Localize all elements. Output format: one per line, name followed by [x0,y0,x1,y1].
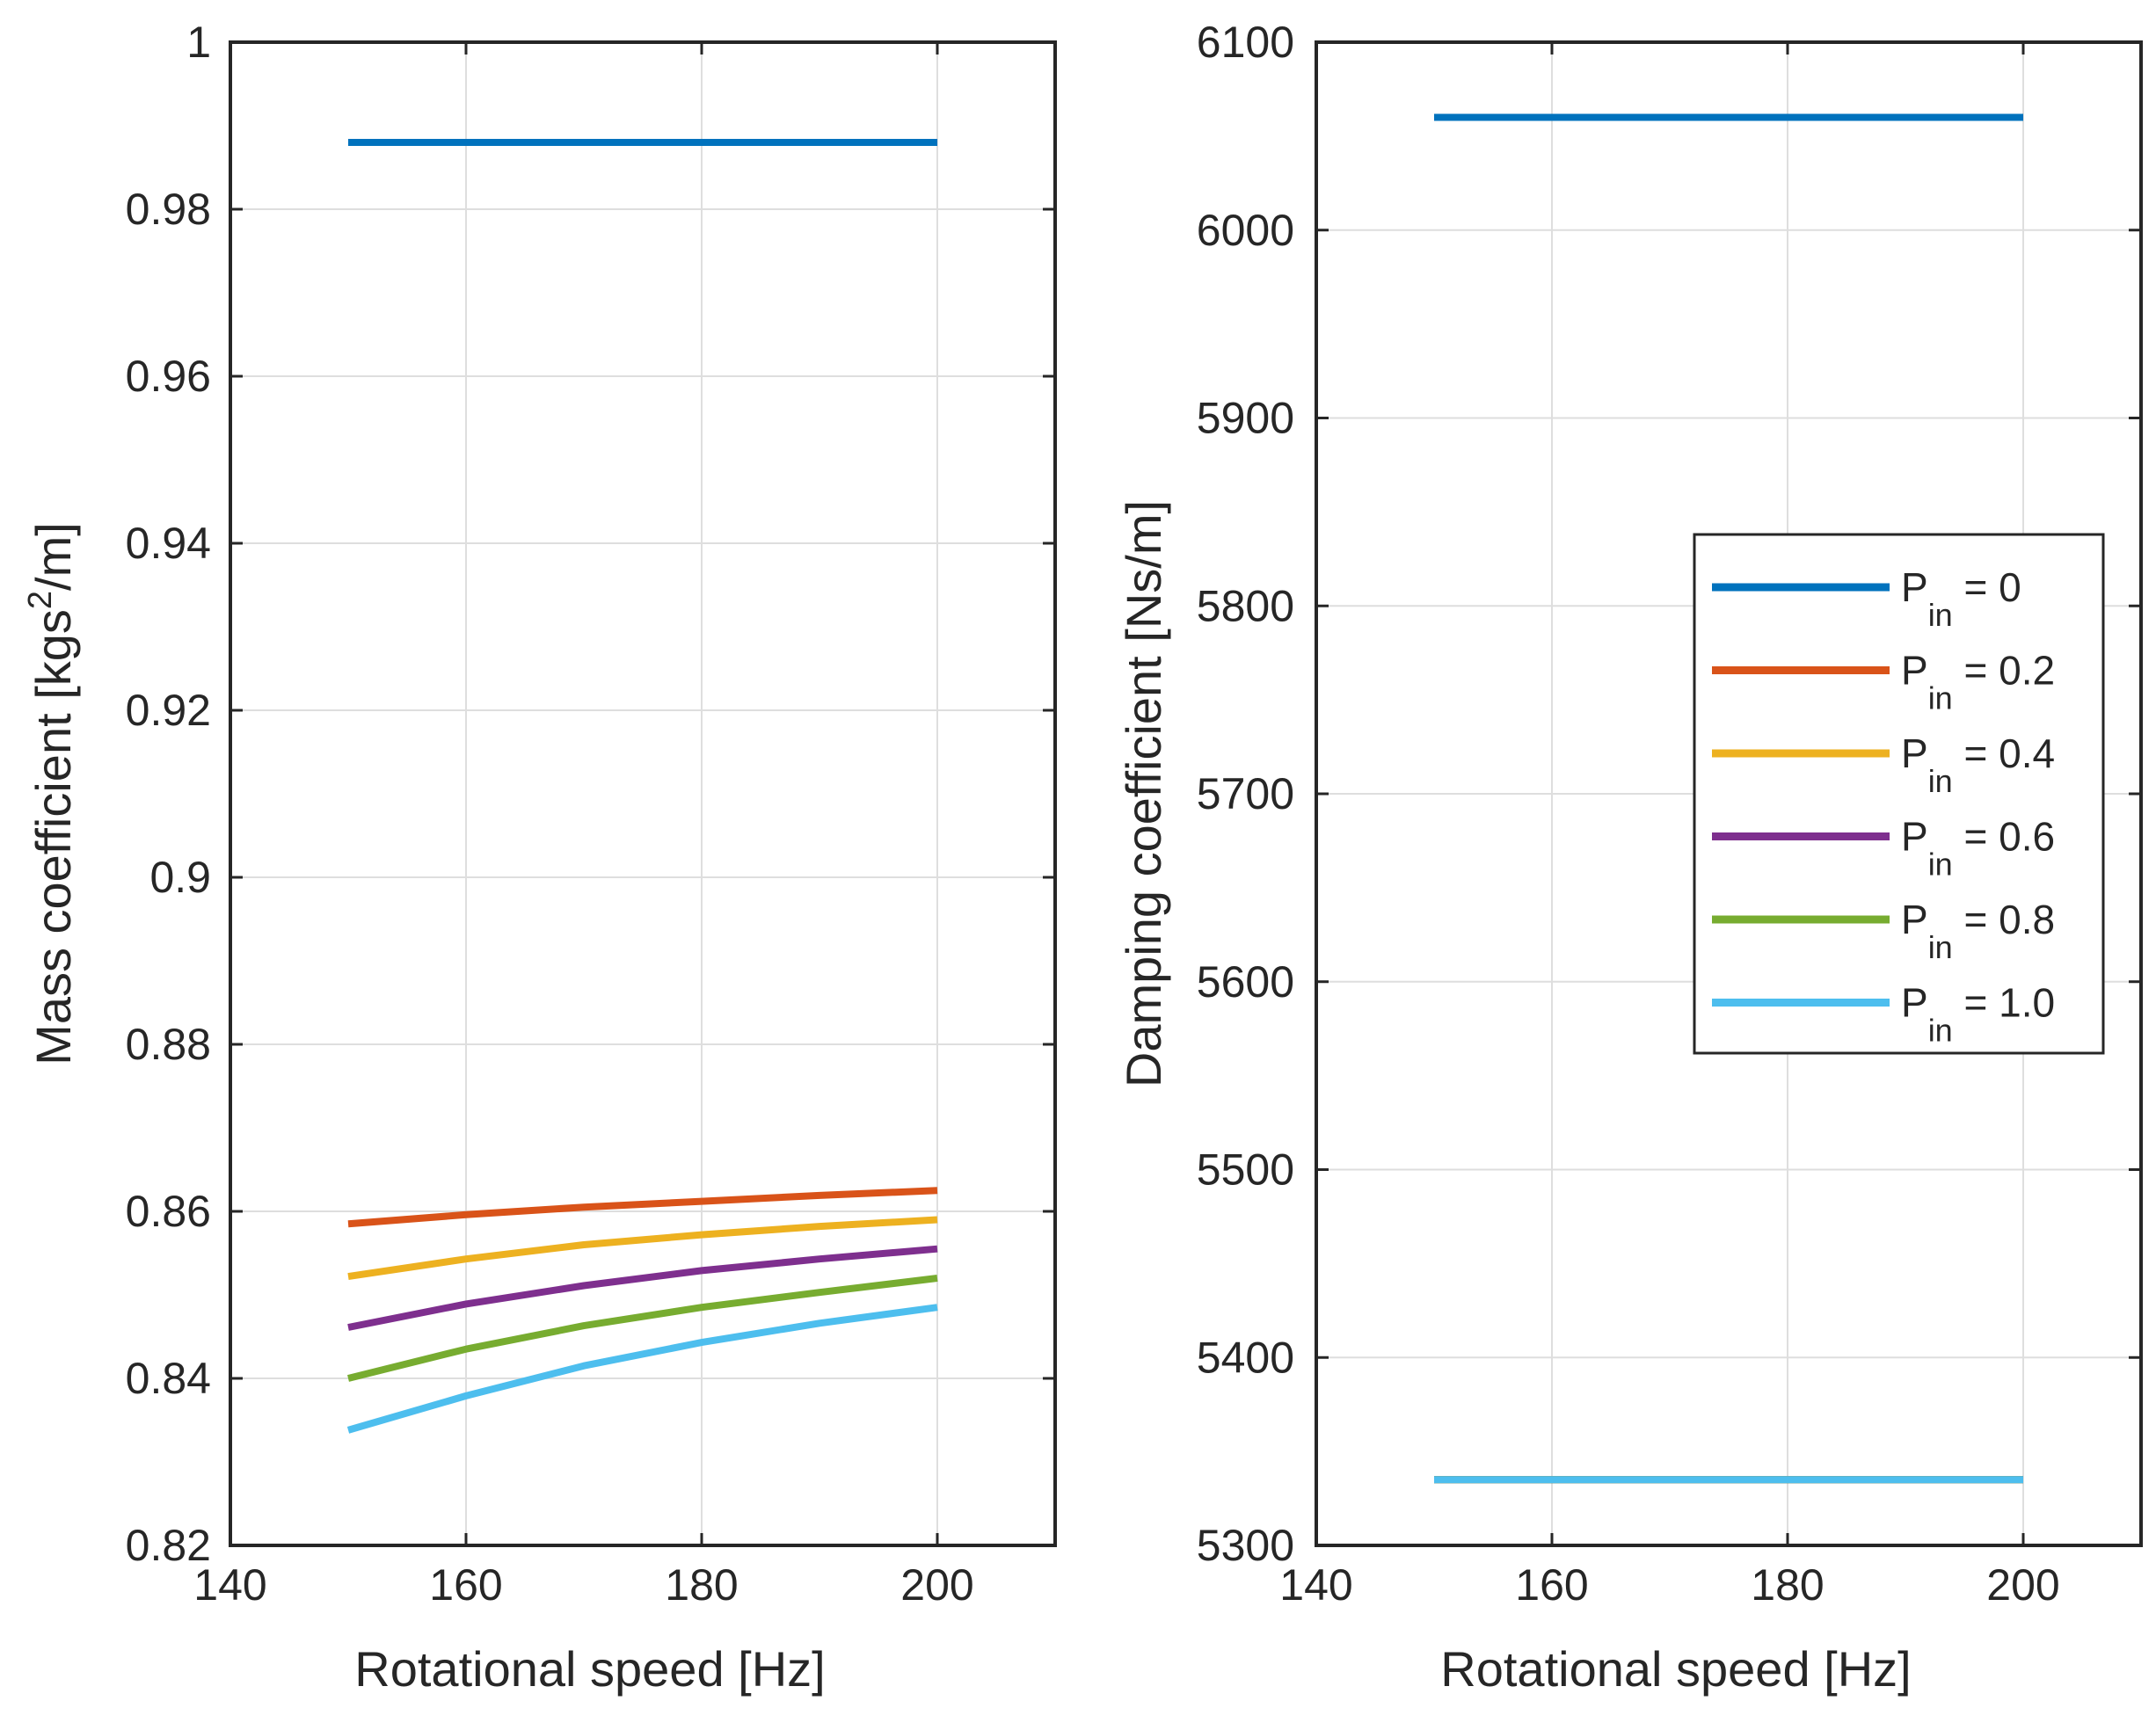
series-line-3 [348,1220,937,1277]
legend-label-main: P [1901,814,1928,860]
y-axis-label-suffix: /m] [25,522,81,591]
y-tick-label: 0.94 [126,519,211,568]
legend-label-main: P [1901,980,1928,1026]
y-tick-label: 5500 [1197,1145,1294,1195]
legend-label-value: = 0.6 [1953,814,2055,860]
chart-svg: 140 160 180 2000.820.840.860.880.90.920.940… [0,0,2156,1726]
x-tick-label: 200 [900,1560,973,1610]
legend-label-main: P [1901,564,1928,610]
y-axis-label: Mass coefficient [kgs2/m] [22,522,81,1065]
legend-label-value: = 0 [1953,564,2021,610]
y-axis-label-superscript: 2 [22,591,59,609]
legend-label-value: = 0.2 [1953,648,2055,694]
legend: Pin = 0 Pin = 0.2 Pin = 0.4 Pin = 0.6 Pin = … [1694,534,2103,1053]
legend-label-main: P [1901,897,1928,942]
x-tick-label: 160 [429,1560,502,1610]
x-tick-label: 180 [665,1560,738,1610]
y-axis-label-prefix: Mass coefficient [kgs [25,609,81,1065]
y-tick-label: 0.86 [126,1187,211,1236]
legend-label-subscript: in [1928,847,1953,883]
y-tick-label: 6000 [1197,206,1294,255]
series-line-5 [348,1278,937,1378]
y-tick-label: 6100 [1197,18,1294,67]
legend-label-value: = 0.8 [1953,897,2055,942]
y-tick-label: 5600 [1197,957,1294,1007]
legend-label-main: P [1901,731,1928,776]
legend-label-subscript: in [1928,1013,1953,1049]
x-tick-label: 180 [1751,1560,1824,1610]
legend-label-value: = 0.4 [1953,731,2055,776]
legend-label-subscript: in [1928,929,1953,965]
chart-1: 140 160 180 2000.820.840.860.880.90.920.940… [22,18,1055,1697]
y-tick-label: 5900 [1197,394,1294,443]
y-tick-label: 5300 [1197,1521,1294,1570]
y-tick-label: 5400 [1197,1333,1294,1382]
y-tick-label: 0.98 [126,185,211,234]
y-tick-label: 5700 [1197,769,1294,818]
y-tick-label: 0.9 [149,853,211,902]
y-tick-label: 0.84 [126,1354,211,1403]
y-tick-label: 1 [186,18,211,67]
legend-label-subscript: in [1928,680,1953,716]
series-line-2 [348,1190,937,1224]
x-tick-label: 160 [1515,1560,1588,1610]
series-line-6 [348,1307,937,1430]
y-tick-label: 0.82 [126,1521,211,1570]
figure: 140 160 180 200 0.82 0.84 0.86 0.88 0.9 0.92 0.94 0… [0,0,2156,1726]
x-axis-label: Rotational speed [Hz] [354,1641,825,1697]
y-tick-label: 0.92 [126,686,211,735]
legend-label-value: = 1.0 [1953,980,2055,1026]
chart-2: 140 160 180 2005300540055005600570058005900… [1116,18,2141,1697]
legend-box [1694,534,2103,1053]
x-axis-label: Rotational speed [Hz] [1440,1641,1911,1697]
y-axis-label: Damping coefficient [Ns/m] [1116,500,1171,1087]
y-tick-label: 5800 [1197,581,1294,630]
y-tick-label: 0.96 [126,352,211,401]
x-tick-label: 200 [1986,1560,2059,1610]
y-tick-label: 0.88 [126,1020,211,1069]
legend-label-main: P [1901,648,1928,694]
legend-label-subscript: in [1928,763,1953,799]
legend-label-subscript: in [1928,597,1953,633]
